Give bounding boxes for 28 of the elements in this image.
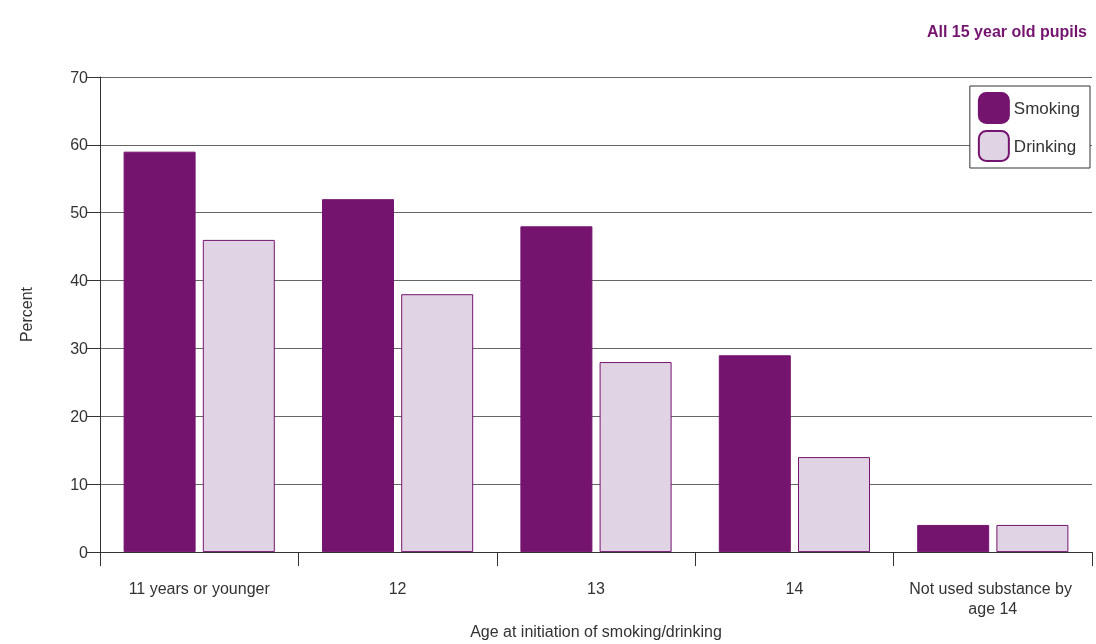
- x-tick-label: 13: [587, 579, 605, 597]
- bar: [322, 199, 394, 553]
- bar: [520, 226, 593, 553]
- bar: [202, 239, 275, 553]
- y-tick-label: 30: [70, 339, 89, 357]
- y-tick-label: 50: [70, 204, 89, 222]
- x-tick-label: 14: [785, 579, 804, 597]
- y-tick-label: 60: [70, 136, 89, 154]
- bar: [798, 457, 870, 553]
- y-tick-label: 70: [70, 68, 89, 86]
- y-tick-label: 0: [79, 543, 89, 561]
- legend-label: Drinking: [1013, 136, 1077, 156]
- x-tick-label: Not used substance by age 14: [909, 579, 1077, 617]
- bar: [996, 524, 1069, 553]
- bar: [917, 524, 990, 553]
- x-tick-label: 11 years or younger: [128, 579, 271, 597]
- bar: [599, 362, 672, 553]
- chart-title: All 15 year old pupils: [926, 22, 1088, 40]
- x-tick-label: 12: [388, 579, 407, 597]
- y-tick-label: 10: [70, 475, 89, 493]
- bar: [401, 294, 474, 553]
- legend-label: Smoking: [1013, 98, 1080, 118]
- y-axis-title: Percent: [17, 286, 35, 343]
- bar: [718, 355, 791, 553]
- y-tick-label: 40: [70, 272, 89, 290]
- bar: [123, 151, 196, 553]
- y-tick-label: 20: [70, 407, 89, 425]
- x-axis-title: Age at initiation of smoking/drinking: [470, 622, 722, 640]
